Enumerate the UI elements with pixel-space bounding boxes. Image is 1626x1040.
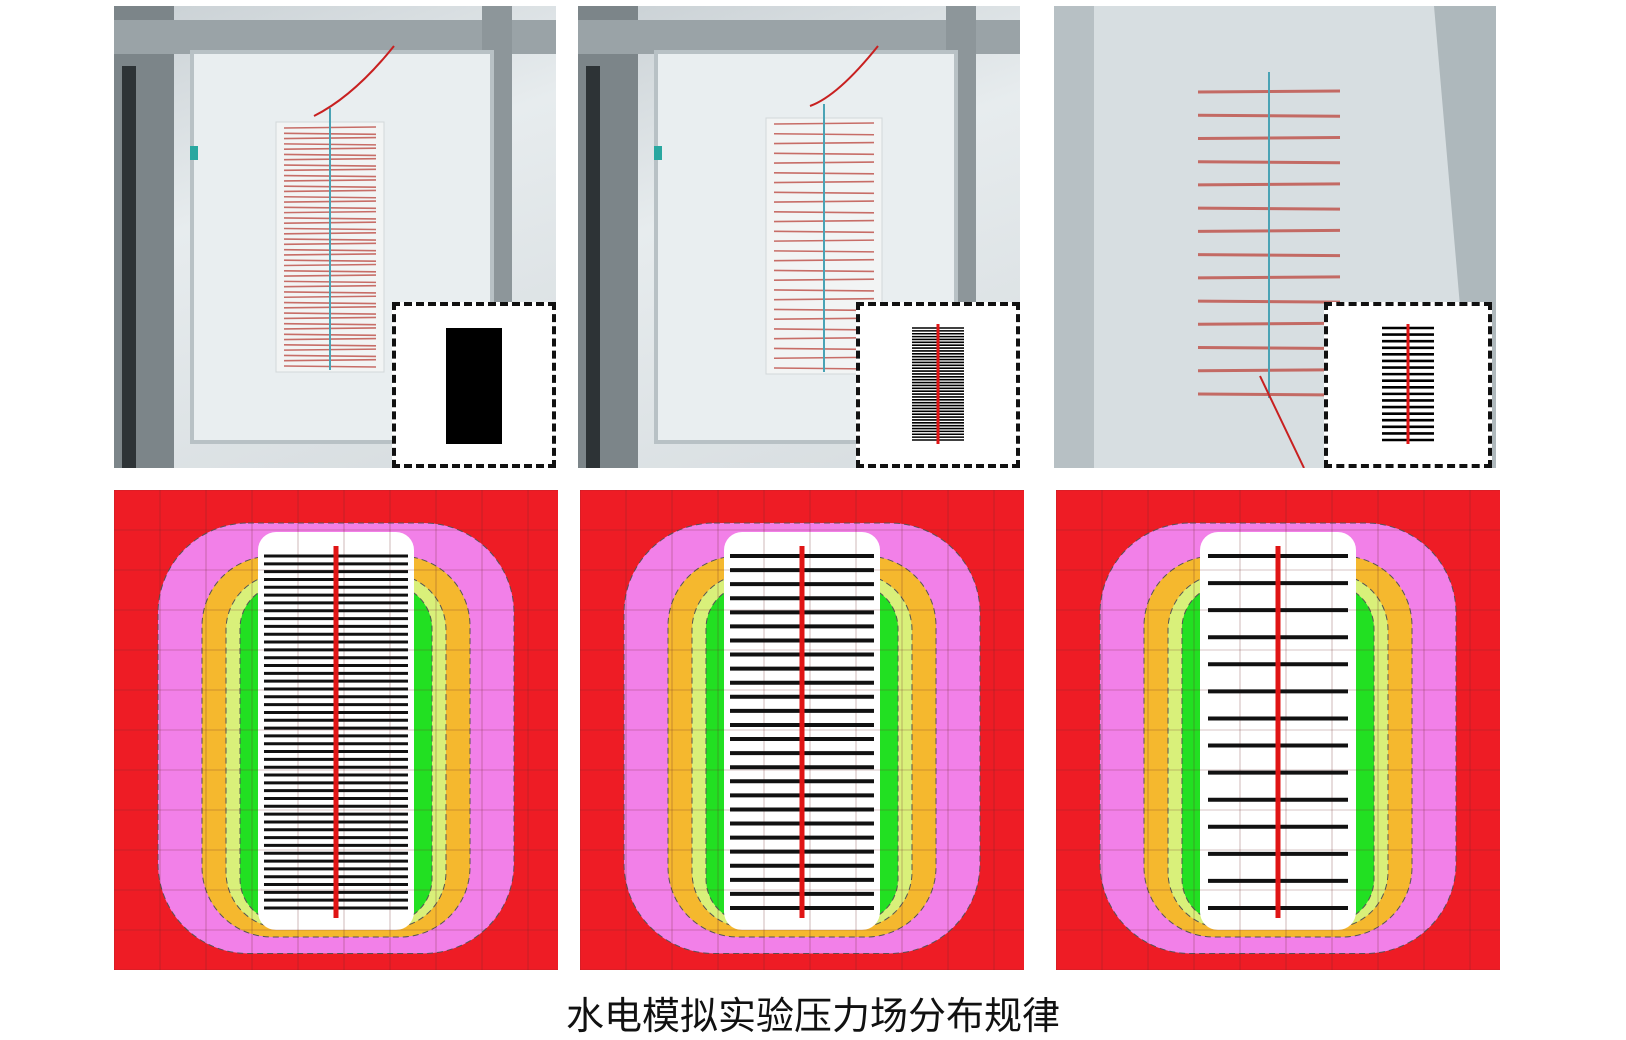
contour-line <box>1099 522 1457 954</box>
pressure-field-plot-3 <box>1056 490 1500 970</box>
inset-drawing-1 <box>446 328 502 444</box>
electrode-layout-inset-1 <box>392 302 556 468</box>
contour-line <box>623 522 981 954</box>
contour-line <box>157 522 515 954</box>
pressure-field-plot-1 <box>114 490 558 970</box>
plot-drawing-3 <box>1056 490 1500 970</box>
frame-rail <box>122 66 136 468</box>
electrode-layout-inset-3 <box>1324 302 1492 468</box>
pressure-field-plot-2 <box>580 490 1024 970</box>
figure-caption: 水电模拟实验压力场分布规律 <box>565 994 1060 1038</box>
experiment-photo-3 <box>1054 6 1496 468</box>
inset-drawing-3 <box>1382 324 1434 444</box>
red-lead-wire <box>1259 375 1305 468</box>
experiment-photo-1 <box>114 6 556 468</box>
clip <box>190 146 198 160</box>
frame-rail <box>586 66 600 468</box>
tank-wall-left <box>1054 6 1094 468</box>
experiment-photo-2 <box>578 6 1020 468</box>
plot-drawing-1 <box>114 490 558 970</box>
plot-drawing-2 <box>580 490 1024 970</box>
electrode-layout-inset-2 <box>856 302 1020 468</box>
red-lead-wire <box>809 45 879 107</box>
clip <box>654 146 662 160</box>
inset-electrode-block <box>446 328 502 444</box>
red-lead-wire <box>313 45 395 117</box>
inset-drawing-2 <box>912 324 964 444</box>
